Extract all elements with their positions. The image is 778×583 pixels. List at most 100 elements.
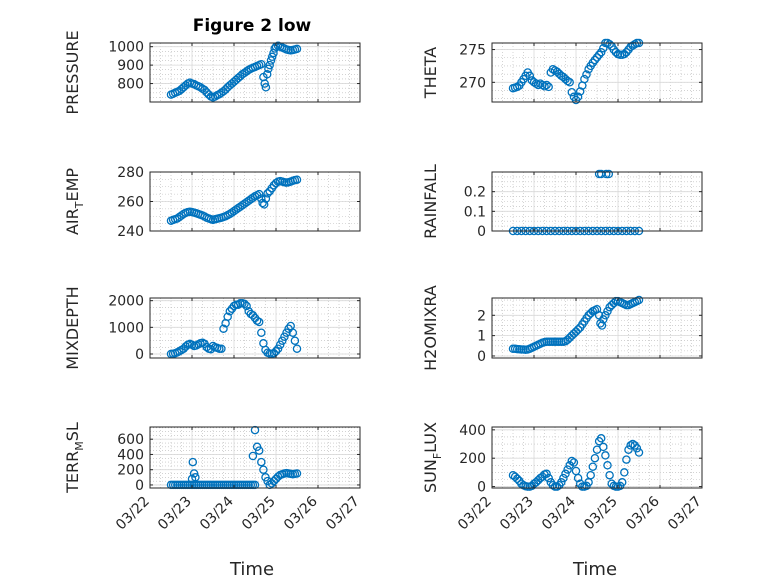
data-point [262,70,272,79]
data-point [263,189,272,198]
data-point [542,469,551,479]
data-point [261,194,271,203]
data-point [565,461,574,470]
data-point [561,469,570,479]
data-point [597,321,607,330]
subplot-8: 0 200 400 03/22 03/23 03/24 03/25 03/26 03/27 SUN… [421,422,705,533]
data-point [242,197,251,207]
data-point [634,295,644,305]
axes-box [491,297,703,359]
y-tick-label: 240 [117,224,144,240]
x-axis-label-left: Time [229,559,274,580]
data-point [264,64,273,74]
data-point [632,444,642,453]
data-point [573,473,583,483]
axes-box [149,297,361,359]
data-point [548,64,558,74]
data-point [512,474,522,484]
data-point [605,40,614,49]
data-point [599,315,608,324]
data-point [617,478,627,487]
figure-title: Figure 2 low [193,16,312,36]
data-point [605,470,614,480]
data-point [271,347,281,356]
data-point [254,189,264,199]
data-point [238,70,247,79]
axes-box [149,42,361,103]
data-point [187,474,197,484]
data-point [267,479,277,488]
y-tick-label: 200 [459,451,486,467]
subplot-6: 0 1 2 H2OMIXRA [421,285,703,371]
data-point [512,82,522,92]
x-tick-label: 03/24 [197,493,237,533]
y-tick-label: 275 [459,43,486,59]
data-point [196,83,205,92]
x-tick-label: 03/26 [623,493,663,533]
subplot-5: 0 1000 2000 MIXDEPTH [63,286,361,370]
data-point [634,448,644,457]
data-point [594,50,604,60]
y-tick-label: 0 [135,347,144,363]
x-tick-label: 03/25 [239,494,279,534]
data-point [590,55,600,65]
subplot-4: 0 0.1 0.2 RAINFALL [421,164,703,240]
data-point [288,328,298,337]
data-point [544,82,553,92]
data-point [189,469,199,478]
x-axis-label-right: Time [572,559,617,580]
data-point [269,476,279,486]
data-point [266,56,276,65]
data-point [592,53,602,62]
data-point [242,67,251,76]
data-point [217,344,226,353]
data-point [525,71,535,81]
data-point [559,473,568,483]
data-point [260,79,269,88]
axes-box [491,426,703,489]
x-tick-label: 03/23 [497,494,537,534]
data-point [580,74,589,84]
y-tick-label: 270 [459,75,486,91]
y-axis-label: THETA [421,47,440,99]
y-axis-label: MIXDEPTH [63,286,82,369]
data-point [620,468,629,477]
data-point [622,455,631,464]
data-point [292,175,302,184]
data-point [231,205,241,214]
x-tick-label: 03/22 [113,494,153,534]
data-point [540,82,549,91]
data-point [210,92,220,101]
data-point [599,43,608,53]
data-point [240,199,249,208]
y-tick-label: 0 [477,349,486,365]
subplot-2: 270 275 THETA [421,38,703,105]
data-point [565,78,574,87]
data-point [269,348,279,358]
data-point [575,87,585,96]
data-point [609,298,619,308]
data-point [175,347,184,356]
y-tick-label: 260 [117,195,144,211]
data-point [609,45,619,54]
data-point [278,336,287,345]
data-point [622,47,631,57]
data-point [542,80,551,90]
y-tick-label: 280 [117,165,144,181]
data-point [603,461,612,470]
y-tick-label: 200 [117,463,144,479]
y-axis-label: H2OMIXRA [421,285,440,371]
data-point [596,47,606,57]
data-point [544,473,553,483]
data-point [290,336,300,345]
data-point [548,480,558,490]
y-tick-label: 0 [477,480,486,496]
data-point [603,306,612,316]
data-point [254,446,264,455]
data-point [265,60,274,70]
y-tick-label: 600 [117,432,144,448]
data-point [248,193,258,203]
data-point [202,342,211,352]
